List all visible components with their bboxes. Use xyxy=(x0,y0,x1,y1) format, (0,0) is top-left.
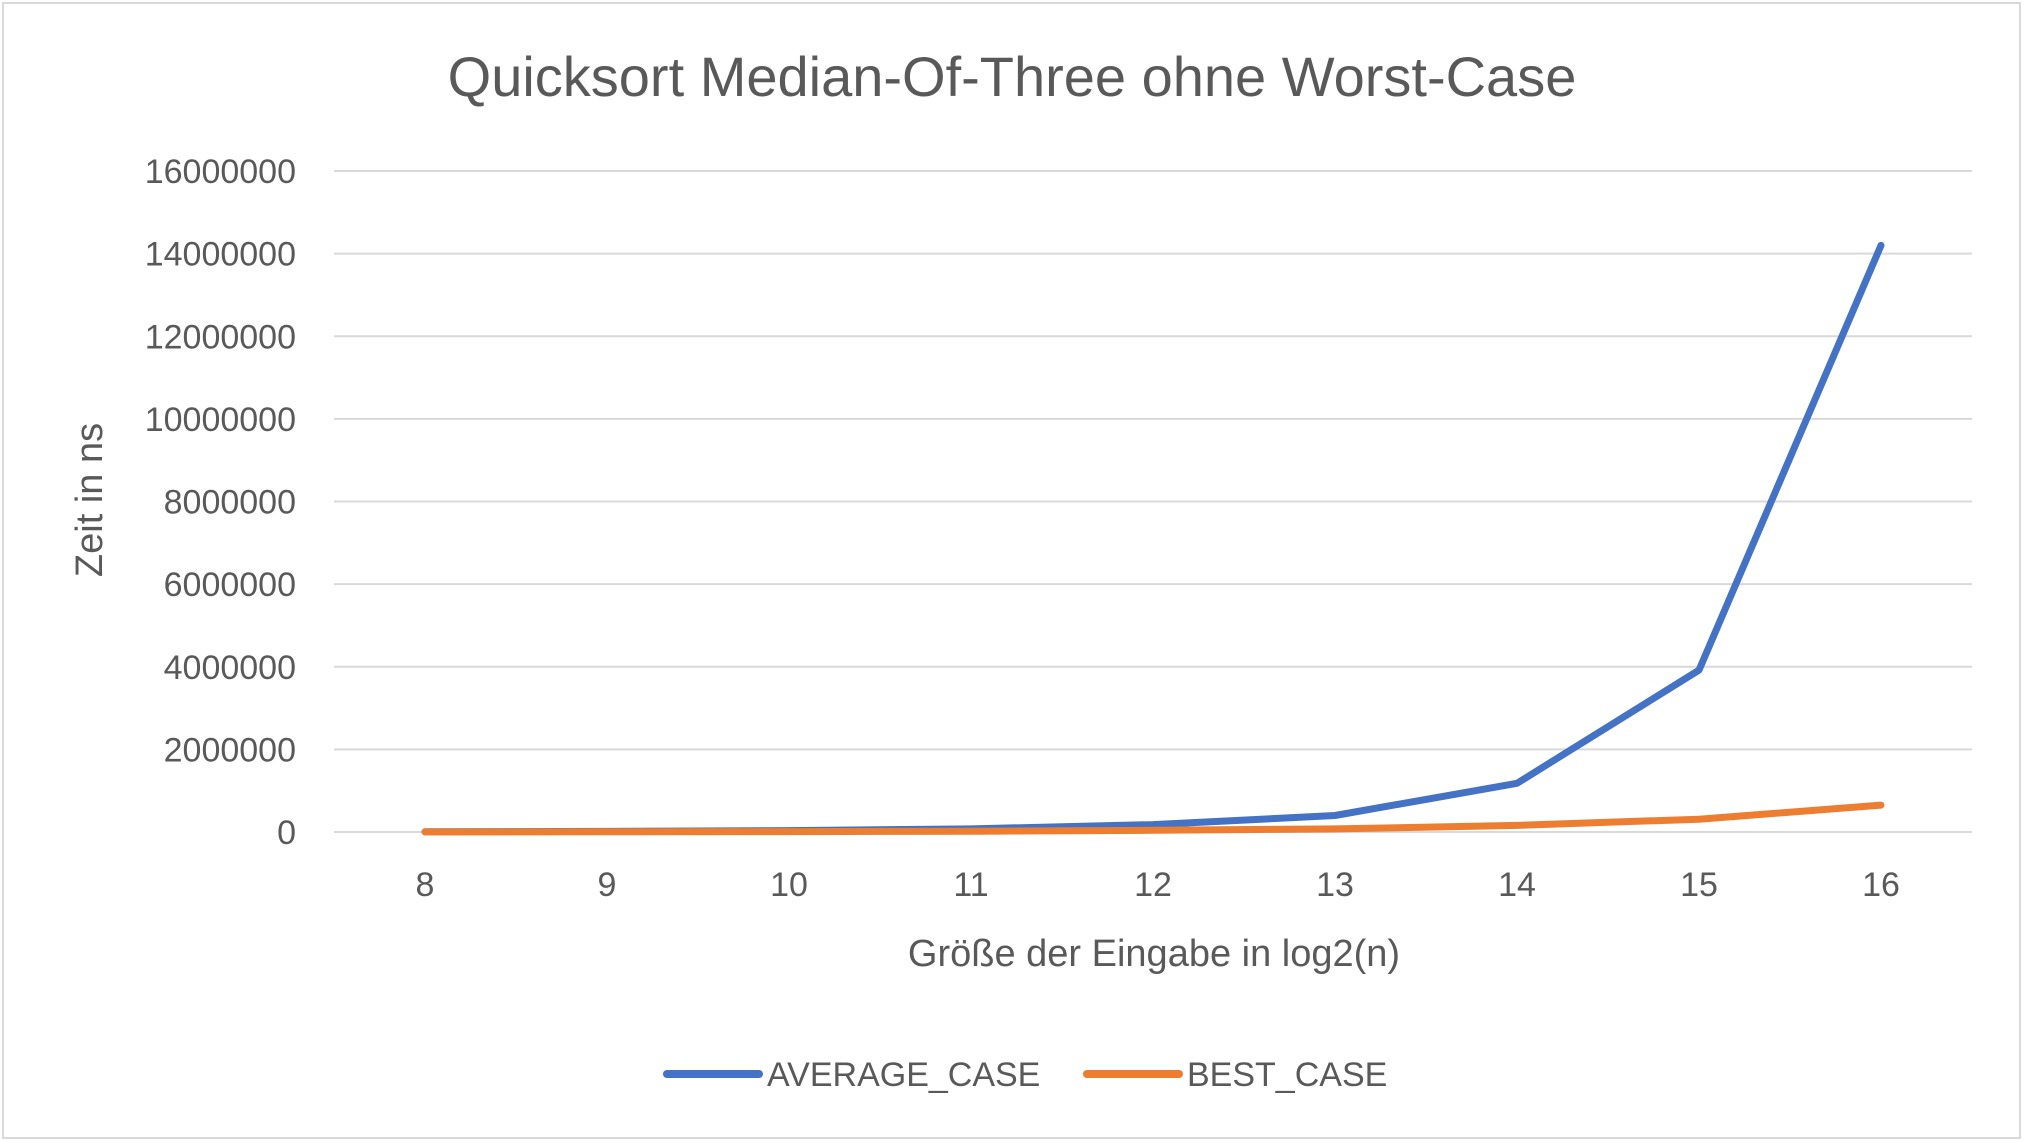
y-tick-label: 6000000 xyxy=(164,566,296,604)
legend-label: AVERAGE_CASE xyxy=(767,1056,1040,1094)
y-axis-title: Zeit in ns xyxy=(69,423,111,577)
chart-title: Quicksort Median-Of-Three ohne Worst-Cas… xyxy=(448,45,1577,108)
series-lines xyxy=(421,241,1885,836)
legend-item-average-case: AVERAGE_CASE xyxy=(663,1056,1040,1094)
y-axis-ticks: 0 2000000 4000000 6000000 8000000 10000000 120… xyxy=(145,153,296,852)
y-tick-label: 8000000 xyxy=(164,484,296,522)
x-axis-title: Größe der Eingabe in log2(n) xyxy=(908,933,1400,975)
x-tick-label: 10 xyxy=(770,866,808,904)
series-line-best-case xyxy=(421,801,1885,836)
legend: AVERAGE_CASE BEST_CASE xyxy=(663,1056,1387,1094)
y-tick-label: 2000000 xyxy=(164,731,296,769)
y-tick-label: 4000000 xyxy=(164,649,296,687)
x-tick-label: 12 xyxy=(1134,866,1172,904)
x-tick-label: 8 xyxy=(416,866,435,904)
x-tick-label: 15 xyxy=(1680,866,1718,904)
x-axis-ticks: 8 9 10 11 12 13 14 15 16 xyxy=(416,866,1900,904)
y-tick-label: 14000000 xyxy=(145,236,296,274)
y-tick-label: 0 xyxy=(277,814,296,852)
y-tick-label: 10000000 xyxy=(145,401,296,439)
x-tick-label: 16 xyxy=(1862,866,1900,904)
x-tick-label: 9 xyxy=(598,866,617,904)
legend-item-best-case: BEST_CASE xyxy=(1083,1056,1387,1094)
y-tick-label: 12000000 xyxy=(145,318,296,356)
x-tick-label: 14 xyxy=(1498,866,1536,904)
series-line-average-case xyxy=(421,241,1885,836)
x-tick-label: 13 xyxy=(1316,866,1354,904)
legend-label: BEST_CASE xyxy=(1187,1056,1387,1094)
x-tick-label: 11 xyxy=(953,866,988,904)
y-tick-label: 16000000 xyxy=(145,153,296,191)
gridlines xyxy=(334,170,1972,751)
